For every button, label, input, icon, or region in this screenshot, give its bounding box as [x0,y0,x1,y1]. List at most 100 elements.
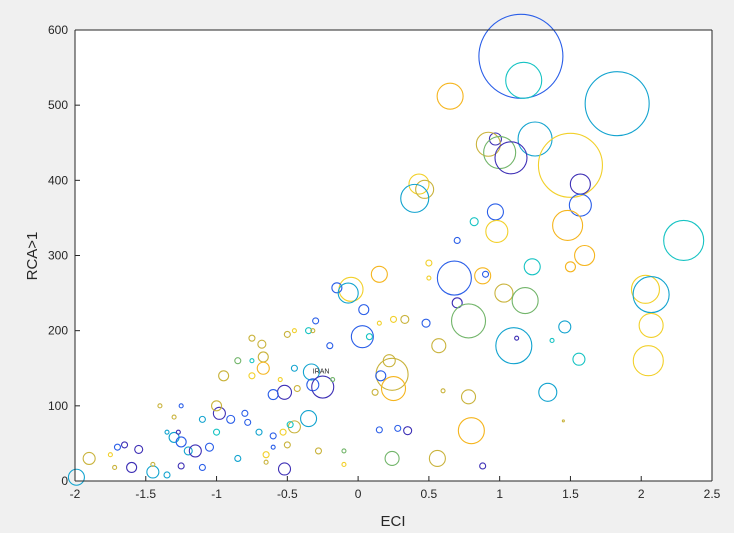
y-tick-label: 400 [48,173,68,187]
y-axis-label: RCA>1 [24,232,41,281]
x-axis-label: ECI [380,513,405,530]
bubble-point [112,464,118,471]
bubble-point [384,450,400,467]
x-tick-label: -2 [70,487,81,501]
bubble-point [283,330,291,338]
bubble-point [312,317,320,325]
bubble-point [198,415,206,423]
bubble-point [440,388,446,394]
x-ticks: -2 -1.5 -1 -0.5 0 0.5 1 1.5 2 2.5 [70,476,721,501]
bubble-point [494,283,514,303]
bubble-point [568,193,592,217]
bubble-point [538,382,558,402]
bubble-point [183,446,193,456]
bubble-point [134,444,144,454]
x-tick-label: 0.5 [421,487,438,501]
x-tick-label: -1.5 [135,487,156,501]
bubble-point [157,403,163,409]
y-tick-label: 500 [48,98,68,112]
bubble-point [549,337,555,343]
bubble-point [163,471,171,479]
bubble-point [365,333,373,341]
bubble-point [171,414,177,420]
bubble-point [537,132,603,198]
bubble-point [572,352,586,366]
y-tick-label: 600 [48,23,68,37]
bubble-point [400,314,410,324]
bubble-point [564,261,576,273]
bubble-point [505,61,543,99]
bubble-point [175,429,181,435]
bubble-point [178,403,184,409]
bubble-point [212,406,226,420]
bubble-point [267,389,279,401]
bubble-point [457,417,485,445]
bubble-point [277,376,283,383]
bubble-point [270,444,276,450]
bubble-point [269,432,277,440]
bubble-point [283,441,291,449]
bubble-point [337,282,359,304]
bubble-point [486,203,504,221]
bubble-point [290,364,298,372]
bubble-point [428,449,446,468]
x-tick-label: 2.5 [704,487,721,501]
bubble-point [415,179,435,199]
bubble-point [389,315,398,323]
bubble-point [403,426,413,436]
bubble-point [175,436,187,448]
bubble-point [331,282,343,294]
bubble-point [431,338,447,354]
bubble-point [67,468,85,486]
bubble-point [380,375,407,402]
bubble-point [113,443,122,451]
bubble-point [279,428,287,436]
bubble-point [450,303,487,339]
bubble-point [394,424,402,432]
bubble-point [479,462,487,470]
bubble-point [469,217,479,227]
bubble-point [375,426,383,434]
bubble-point [302,363,320,381]
x-tick-label: 1.5 [562,487,579,501]
bubble-point [177,462,185,470]
bubble-point [150,461,156,468]
bubble-point [291,328,297,334]
bubble-point [300,410,318,428]
bubble-point [425,259,433,267]
bubble-point [311,375,335,399]
bubble-point [453,236,461,245]
bubble-point [630,274,661,304]
bubble-point [511,287,539,315]
bubble-point [460,389,477,405]
bubble-point [350,325,374,349]
iran-annotation: IRAN [313,369,330,376]
bubble-point [358,304,370,316]
bubble-point [514,335,520,341]
bubble-point [485,219,509,243]
bubble-point [286,421,294,429]
bubble-point [234,454,242,463]
y-ticks: 0 100 200 300 400 500 600 [48,23,80,488]
bubble-point [481,270,490,278]
bubble-point [310,328,316,334]
bubble-point [370,265,388,283]
bubble-point [126,461,138,474]
y-tick-label: 300 [48,249,68,263]
bubble-point [371,388,379,396]
bubble-point [584,71,650,137]
bubble-point [213,428,221,436]
bubble-point [495,327,533,365]
bubble-point [204,442,215,452]
bubble-point [488,132,502,146]
bubble-point [475,131,501,157]
bubble-point [408,173,430,195]
bubble-point [638,312,664,338]
bubble-point [574,244,596,267]
bubble-point [632,276,670,314]
bubble-point [211,400,223,412]
bubble-point [226,414,236,424]
bubble-point [558,320,572,334]
bubble-point [632,345,664,377]
